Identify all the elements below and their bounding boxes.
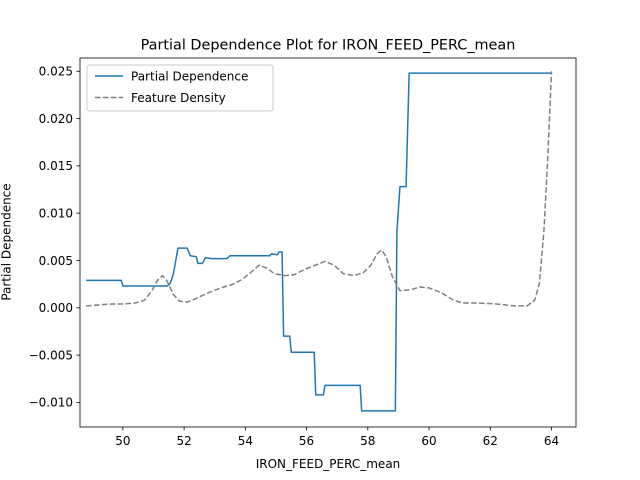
x-tick-label: 54: [238, 434, 253, 448]
legend-label: Partial Dependence: [131, 69, 248, 83]
y-tick-label: 0.005: [39, 254, 73, 268]
y-tick-label: −0.005: [29, 348, 73, 362]
axes: 50 52 54 56 58 60 62 64 −0.010 −0.005 0.000 0.005 0.…: [29, 57, 577, 448]
x-tick-label: 58: [360, 434, 375, 448]
y-axis-title: Partial Dependence: [0, 183, 14, 300]
legend-label: Feature Density: [131, 91, 226, 105]
x-tick-label: 62: [483, 434, 498, 448]
x-tick-label: 50: [115, 434, 130, 448]
legend-box: [86, 64, 274, 112]
series-line-partial-dependence: [86, 72, 552, 412]
y-tick-label: 0.000: [39, 301, 73, 315]
x-axis-title: IRON_FEED_PERC_mean: [256, 457, 401, 471]
plot-area: [86, 71, 553, 412]
axes-frame: [79, 57, 577, 428]
x-tick-label: 64: [544, 434, 559, 448]
y-tick-label: 0.015: [39, 159, 73, 173]
x-tick-label: 60: [421, 434, 436, 448]
legend: Partial Dependence Feature Density: [86, 64, 274, 112]
y-tick-label: 0.010: [39, 206, 73, 220]
y-tick-label: −0.010: [29, 396, 73, 410]
chart-title: Partial Dependence Plot for IRON_FEED_PE…: [141, 38, 516, 54]
x-tick-label: 52: [176, 434, 191, 448]
y-tick-label: 0.025: [39, 65, 73, 79]
y-tick-label: 0.020: [39, 112, 73, 126]
x-tick-label: 56: [299, 434, 314, 448]
